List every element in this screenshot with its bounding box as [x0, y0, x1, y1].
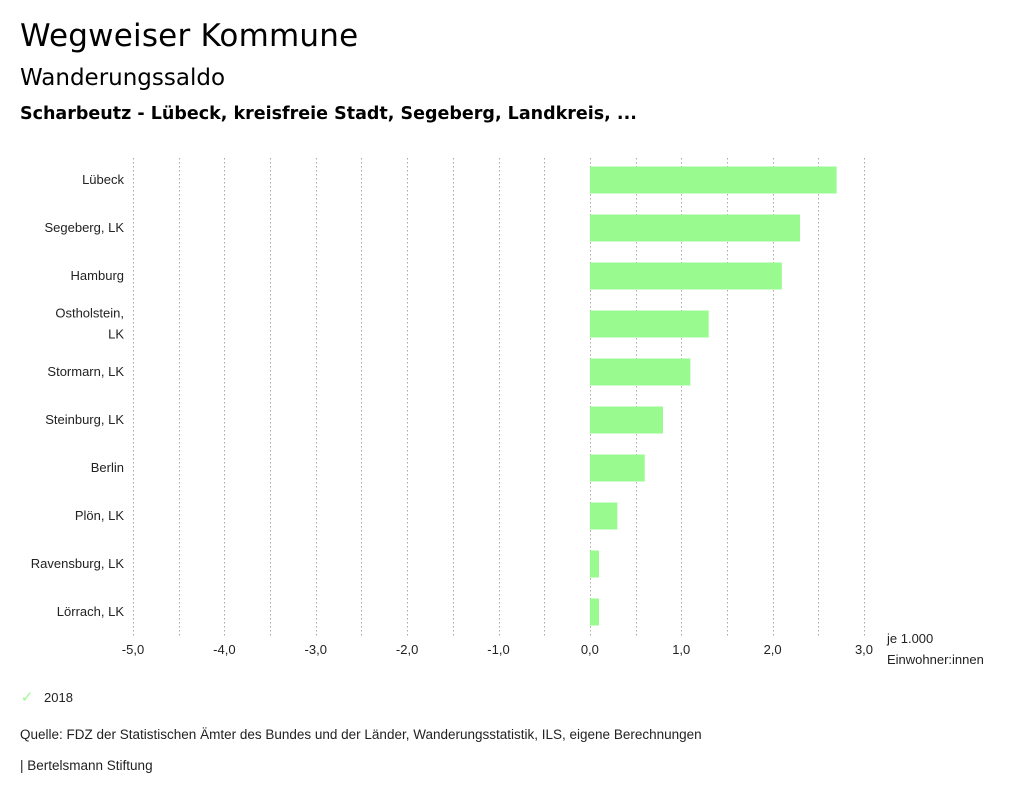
x-tick-label: -2,0 — [396, 642, 418, 657]
category-label: Stormarn, LK — [47, 364, 124, 379]
x-tick-label: -5,0 — [122, 642, 144, 657]
x-tick-label: 1,0 — [672, 642, 690, 657]
legend-label: 2018 — [44, 689, 73, 705]
bar — [589, 454, 645, 482]
category-label: Lübeck — [82, 172, 124, 187]
credit-note: | Bertelsmann Stiftung — [20, 758, 153, 773]
bar — [589, 214, 801, 242]
category-label: Hamburg — [71, 268, 124, 283]
x-tick-label: 0,0 — [581, 642, 599, 657]
x-tick-label: 2,0 — [764, 642, 782, 657]
source-note: Quelle: FDZ der Statistischen Ämter des … — [20, 727, 702, 742]
chart-title: Wanderungssaldo — [20, 65, 226, 91]
x-unit-label: je 1.000 Einwohner:innen — [886, 631, 984, 667]
category-label: Ravensburg, LK — [31, 556, 125, 571]
bar — [589, 406, 663, 434]
category-label: Lörrach, LK — [57, 604, 125, 619]
bar — [589, 502, 618, 530]
bar — [589, 598, 600, 626]
category-label: Berlin — [91, 460, 124, 475]
bar-chart: Lübeck Segeberg, LK Hamburg Ostholstein, LK S… — [31, 158, 984, 667]
x-tick-label: -1,0 — [487, 642, 509, 657]
bar — [589, 358, 691, 386]
bar — [589, 550, 600, 578]
bar — [589, 262, 782, 290]
legend[interactable]: ✓ 2018 — [20, 688, 73, 706]
category-label: Steinburg, LK — [45, 412, 124, 427]
category-label: Plön, LK — [75, 508, 124, 523]
category-label: Segeberg, LK — [44, 220, 124, 235]
x-tick-label: -3,0 — [305, 642, 327, 657]
x-tick-label: 3,0 — [855, 642, 873, 657]
category-label: Ostholstein, LK — [55, 306, 124, 342]
x-tick-label: -4,0 — [213, 642, 235, 657]
chart-subtitle: Scharbeutz - Lübeck, kreisfreie Stadt, S… — [20, 104, 637, 124]
bar — [589, 310, 709, 338]
app-title: Wegweiser Kommune — [20, 18, 359, 54]
bar — [589, 166, 837, 194]
check-icon[interactable]: ✓ — [20, 688, 34, 706]
